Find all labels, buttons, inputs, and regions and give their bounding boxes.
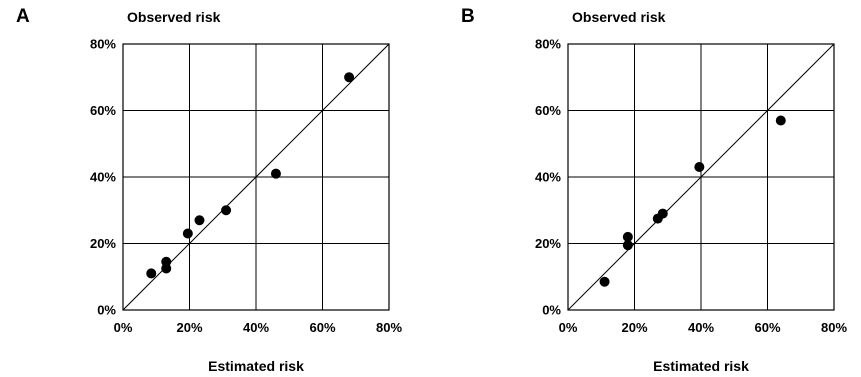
y-tick-label: 0% [97,303,116,318]
data-point [344,72,355,83]
data-point [221,205,232,216]
x-tick-label: 0% [559,320,578,335]
data-point [694,162,705,173]
scatter-chart-a: A Observed risk 0% 20% 40% 60% 80% 0% 20% 40% 60% 8… [16,6,402,374]
data-point [622,240,633,251]
data-point [146,268,157,279]
y-axis-title: Observed risk [127,9,221,25]
x-tick-label: 40% [688,320,714,335]
data-point [270,168,281,179]
scatter-panel-b: B Observed risk 0% 20% 40% 60% 80% 0% 20% 40% 60% 8… [430,0,860,377]
x-tick-label: 60% [754,320,780,335]
y-tick-label: 0% [542,303,561,318]
x-tick-label: 60% [309,320,335,335]
panel-label: B [461,6,475,27]
y-tick-label: 60% [535,103,561,118]
x-tick-label: 20% [621,320,647,335]
y-tick-label: 40% [535,170,561,185]
x-tick-label: 80% [821,320,847,335]
y-tick-label: 60% [90,103,116,118]
data-point [599,276,610,287]
y-tick-label: 20% [535,236,561,251]
data-point [182,228,193,239]
y-tick-label: 80% [535,37,561,52]
scatter-chart-b: B Observed risk 0% 20% 40% 60% 80% 0% 20% 40% 60% 8… [461,6,847,374]
scatter-panel-a: A Observed risk 0% 20% 40% 60% 80% 0% 20% 40% 60% 8… [0,0,430,377]
y-tick-label: 40% [90,170,116,185]
plot-frame [567,43,835,311]
data-point [194,215,205,226]
data-point [622,231,633,242]
x-tick-label: 40% [243,320,269,335]
x-tick-label: 20% [176,320,202,335]
x-tick-label: 0% [114,320,133,335]
data-point [161,263,172,274]
plot-frame [122,43,390,311]
data-point [657,208,668,219]
data-point [775,115,786,126]
reference-line [567,43,835,311]
x-axis-title: Estimated risk [208,358,304,374]
y-tick-label: 20% [90,236,116,251]
panel-label: A [16,6,30,27]
y-axis-title: Observed risk [572,9,666,25]
x-tick-label: 80% [376,320,402,335]
x-axis-title: Estimated risk [653,358,749,374]
y-tick-label: 80% [90,37,116,52]
